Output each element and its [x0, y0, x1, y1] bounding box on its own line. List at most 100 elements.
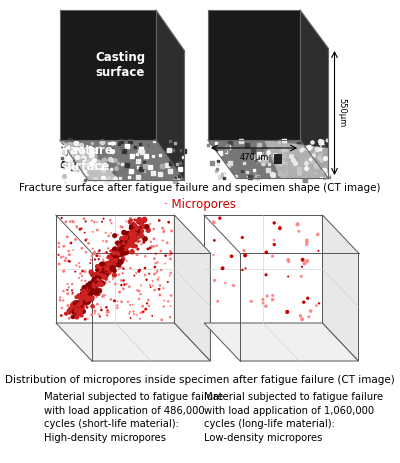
Point	[226, 159, 233, 166]
Point	[90, 283, 97, 291]
Point	[217, 149, 224, 156]
Point	[83, 288, 89, 295]
Point	[120, 249, 126, 257]
Point	[270, 171, 276, 179]
Polygon shape	[56, 323, 210, 361]
Point	[117, 239, 124, 247]
Point	[79, 290, 85, 298]
Point	[132, 216, 138, 224]
Point	[123, 238, 130, 246]
Point	[108, 219, 115, 227]
Point	[122, 245, 129, 252]
Point	[271, 236, 277, 244]
Point	[131, 272, 138, 279]
Point	[83, 162, 90, 169]
Point	[76, 259, 82, 267]
Point	[58, 312, 64, 319]
Point	[88, 149, 95, 156]
Point	[303, 164, 310, 172]
Point	[93, 288, 100, 295]
Point	[67, 258, 73, 265]
Point	[82, 297, 88, 305]
Point	[132, 224, 139, 231]
Point	[92, 307, 98, 314]
Point	[133, 235, 140, 242]
Point	[62, 162, 68, 169]
Point	[87, 259, 94, 267]
Point	[84, 285, 90, 292]
Point	[91, 146, 98, 154]
Point	[108, 229, 114, 237]
Point	[124, 239, 130, 246]
Point	[150, 152, 156, 160]
Point	[119, 238, 125, 246]
Point	[88, 288, 94, 295]
Point	[300, 145, 307, 152]
Point	[106, 267, 113, 274]
Point	[60, 253, 66, 260]
Point	[64, 280, 71, 288]
Point	[133, 230, 140, 238]
Point	[319, 138, 326, 145]
Point	[77, 294, 84, 301]
Point	[304, 144, 311, 152]
Point	[75, 303, 82, 310]
Point	[63, 148, 70, 156]
Point	[102, 271, 109, 278]
Point	[137, 315, 143, 323]
Point	[167, 138, 173, 145]
Point	[87, 151, 94, 159]
Point	[177, 171, 184, 179]
Point	[271, 241, 278, 248]
Point	[118, 263, 124, 271]
Point	[282, 159, 289, 167]
Point	[106, 260, 112, 267]
Point	[135, 226, 141, 233]
Point	[131, 216, 137, 223]
Point	[222, 171, 228, 178]
Point	[98, 304, 104, 311]
Point	[122, 234, 128, 241]
Point	[124, 249, 130, 256]
Point	[110, 177, 116, 184]
Point	[129, 231, 135, 238]
Point	[78, 225, 85, 232]
Point	[92, 165, 98, 172]
Point	[85, 291, 91, 299]
Point	[238, 137, 244, 144]
Point	[138, 160, 145, 168]
Point	[151, 270, 158, 278]
Point	[78, 143, 84, 150]
Point	[128, 234, 135, 241]
Point	[114, 261, 120, 268]
Point	[139, 148, 145, 156]
Point	[111, 263, 117, 270]
Point	[86, 165, 93, 172]
Point	[280, 151, 286, 159]
Point	[131, 243, 137, 250]
Point	[72, 236, 79, 243]
Point	[265, 148, 272, 156]
Point	[92, 256, 98, 263]
Point	[168, 250, 175, 257]
Point	[110, 275, 116, 282]
Point	[239, 266, 246, 274]
Point	[82, 169, 88, 176]
Point	[280, 150, 286, 157]
Point	[118, 298, 125, 306]
Point	[62, 257, 68, 264]
Point	[104, 271, 110, 279]
Point	[77, 175, 83, 183]
Point	[262, 150, 268, 158]
Point	[112, 253, 118, 260]
Point	[77, 300, 84, 307]
Point	[117, 259, 124, 267]
Point	[130, 165, 136, 172]
Point	[127, 239, 133, 246]
Point	[220, 171, 226, 179]
Point	[131, 230, 138, 237]
Point	[309, 169, 315, 176]
Point	[127, 308, 133, 316]
Point	[209, 159, 215, 167]
Point	[83, 287, 89, 294]
